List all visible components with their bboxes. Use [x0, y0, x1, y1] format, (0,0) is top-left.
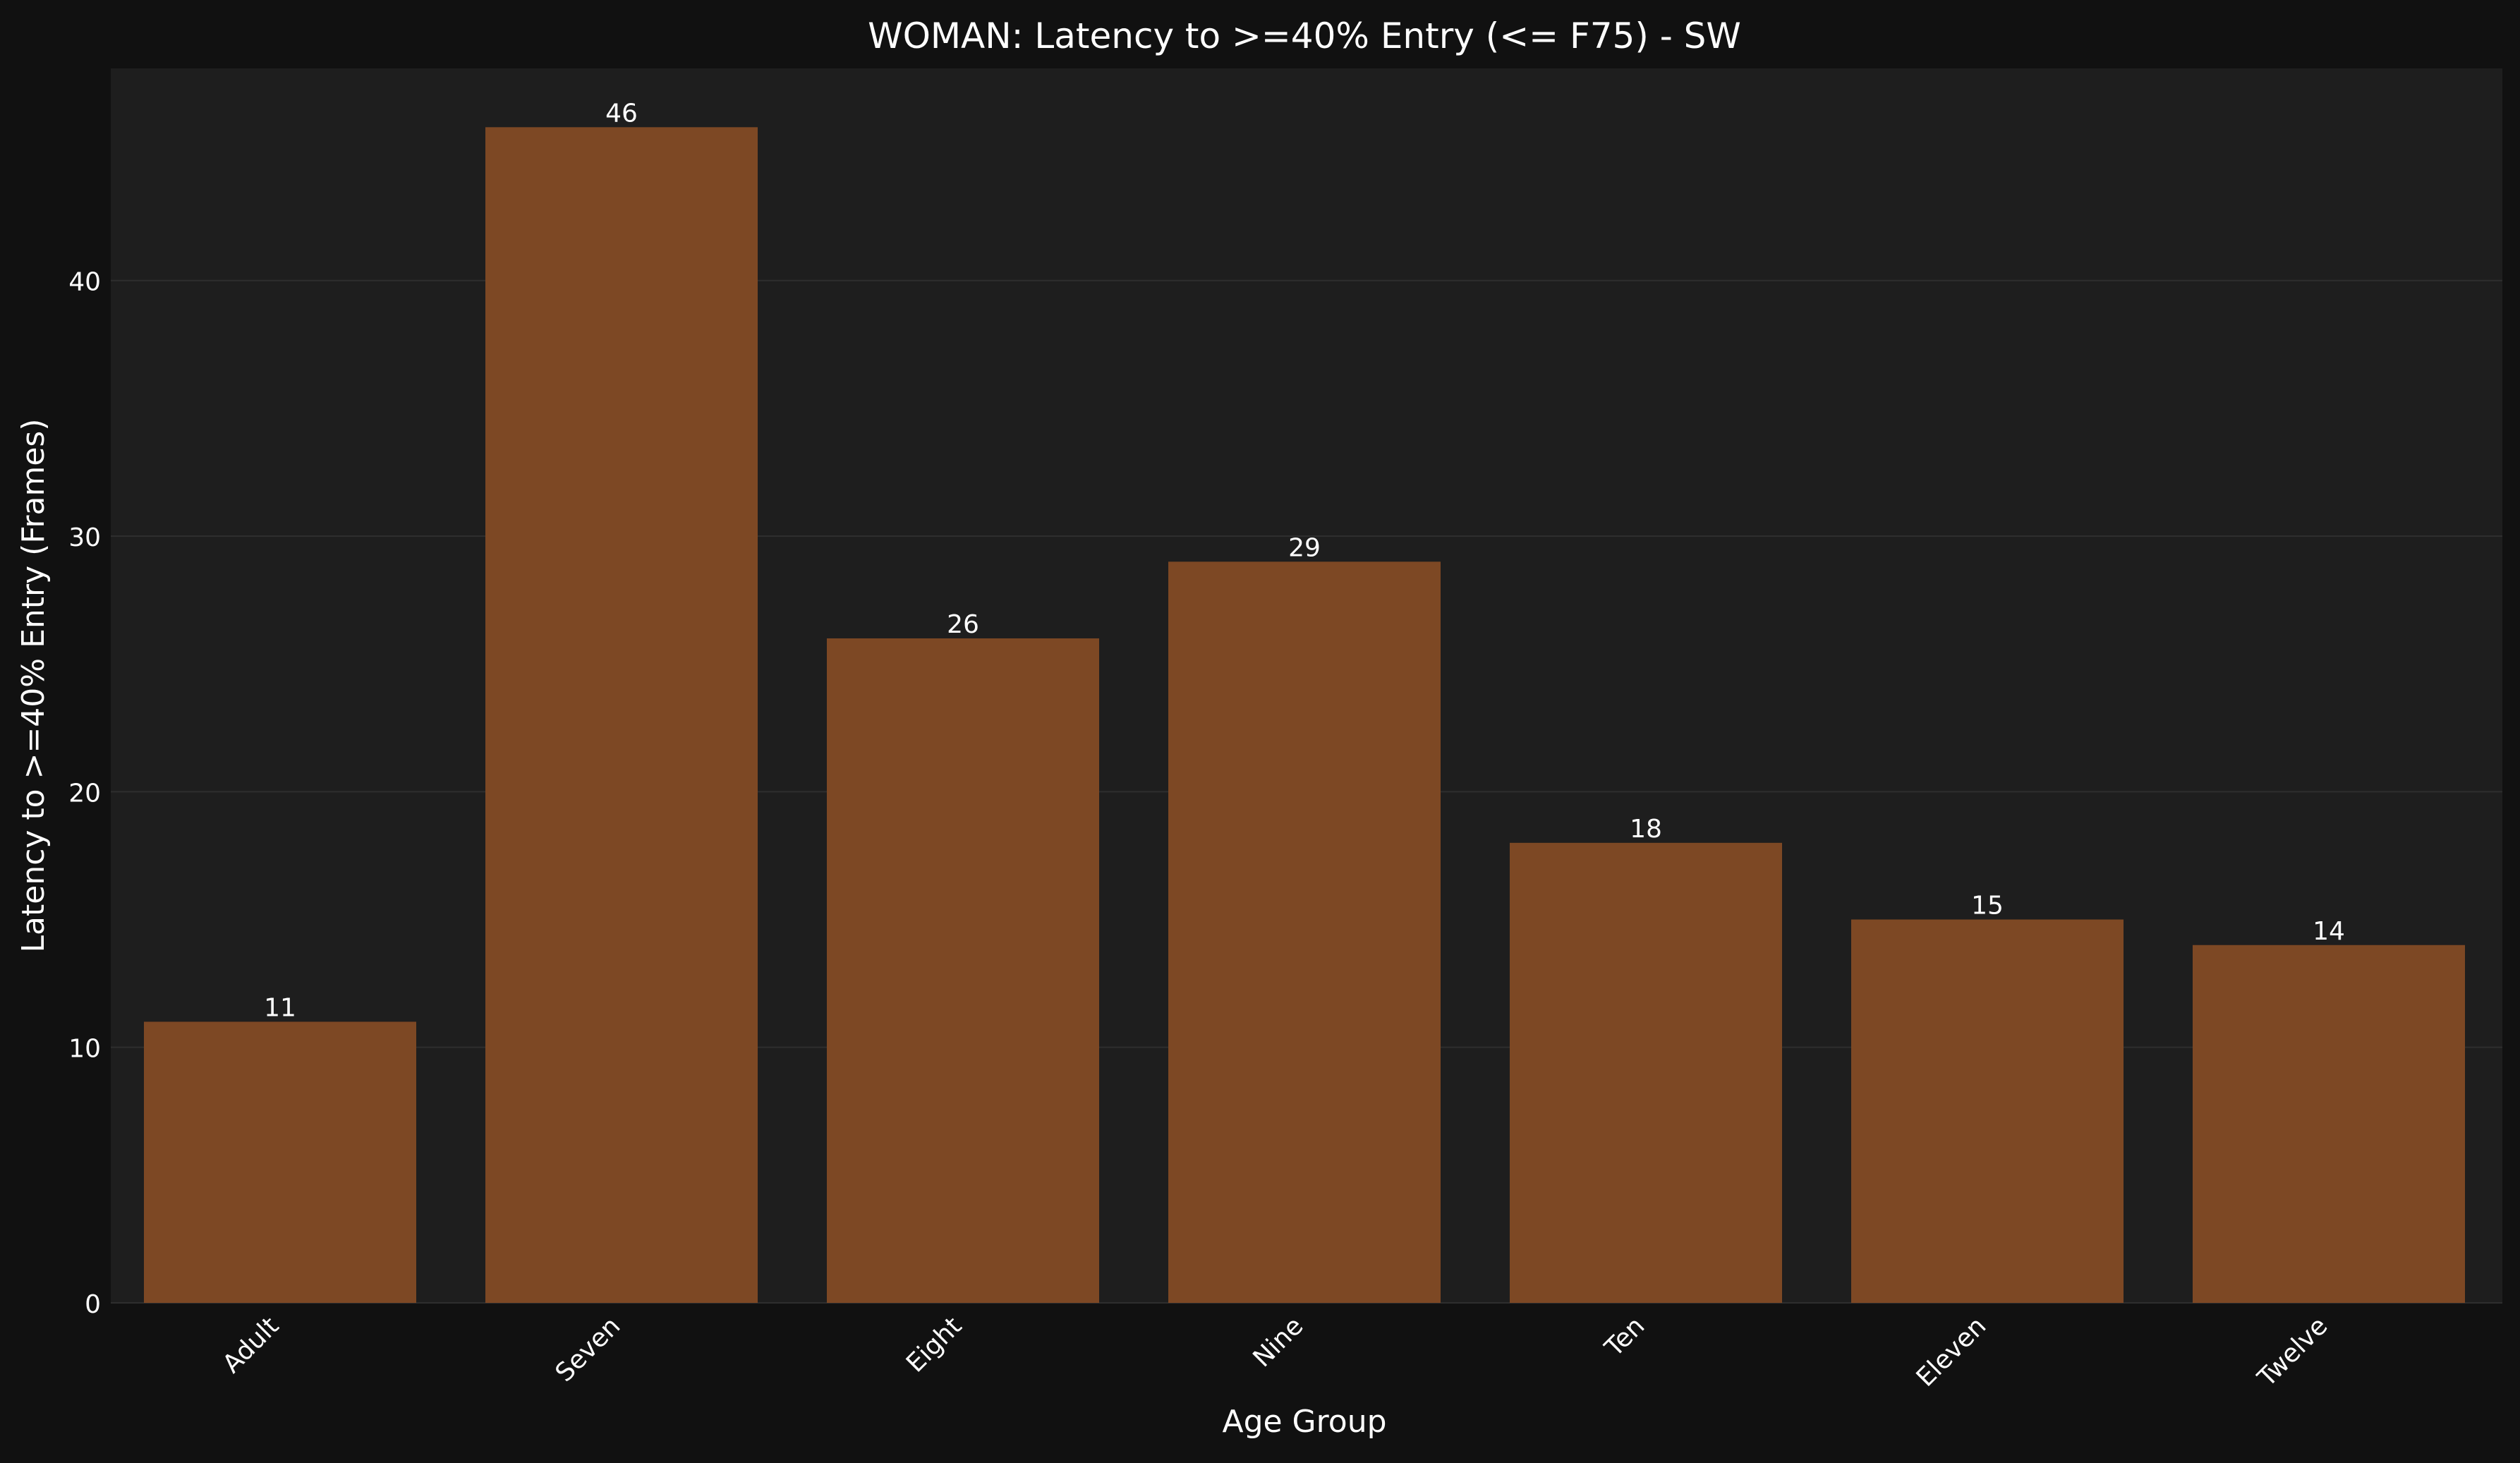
bars	[144, 127, 2465, 1303]
bar-value-labels: 11 46 26 29 18 15 14	[264, 99, 2345, 1022]
y-tick-label: 10	[68, 1035, 101, 1064]
bar-value-label: 26	[947, 610, 979, 639]
chart-title: WOMAN: Latency to >=40% Entry (<= F75) -…	[868, 16, 1741, 56]
bar-ten	[1510, 842, 1782, 1303]
bar-value-label: 14	[2313, 917, 2345, 946]
bar-eight	[827, 638, 1099, 1303]
x-axis-label: Age Group	[1222, 1404, 1386, 1440]
bar-value-label: 11	[264, 993, 296, 1022]
bar-seven	[485, 127, 758, 1303]
bar-value-label: 15	[1971, 892, 2004, 921]
y-axis-label: Latency to >=40% Entry (Frames)	[16, 419, 52, 953]
bar-eleven	[1851, 919, 2124, 1303]
y-tick-label: 0	[85, 1290, 101, 1319]
y-tick-label: 20	[68, 779, 101, 808]
bar-value-label: 29	[1288, 533, 1321, 562]
y-axis-ticks: 0 10 20 30 40	[68, 268, 101, 1319]
bar-value-label: 18	[1630, 815, 1662, 844]
bar-value-label: 46	[605, 99, 638, 128]
y-tick-label: 40	[68, 268, 101, 297]
bar-adult	[144, 1021, 416, 1303]
bar-nine	[1168, 561, 1441, 1303]
bar-twelve	[2193, 945, 2465, 1303]
y-tick-label: 30	[68, 523, 101, 552]
